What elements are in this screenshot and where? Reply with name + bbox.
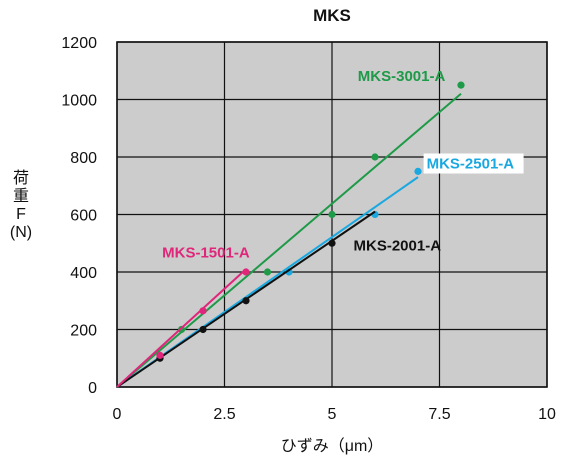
y-axis-label-char: (N) — [9, 224, 33, 241]
x-tick-label: 2.5 — [213, 406, 235, 423]
y-tick-label: 600 — [70, 208, 97, 225]
y-tick-label: 800 — [70, 150, 97, 167]
data-point — [457, 81, 465, 89]
data-point — [328, 210, 336, 219]
data-point — [242, 297, 250, 305]
y-tick-label: 200 — [70, 323, 97, 340]
data-point — [371, 153, 379, 161]
data-point — [328, 239, 336, 247]
y-axis-label-char: 荷 — [12, 170, 29, 187]
y-tick-label: 1000 — [61, 93, 97, 110]
series-label: MKS-3001-A — [358, 68, 446, 85]
series-mks-2501-a: MKS-2501-A — [116, 153, 524, 388]
data-point — [156, 351, 164, 359]
y-tick-label: 400 — [70, 265, 97, 282]
series-label-bg — [423, 153, 524, 174]
data-point — [263, 268, 272, 276]
y-axis-label: 荷 重 F (N) — [6, 170, 36, 242]
series-mks-1501-a: MKS-1501-A — [116, 245, 250, 388]
y-axis-label-char: 重 — [12, 188, 29, 205]
y-axis-label-char: F — [16, 206, 26, 223]
data-point — [199, 307, 207, 315]
x-tick-label: 0 — [113, 406, 122, 423]
x-tick-label: 5 — [328, 406, 337, 423]
data-point — [414, 167, 422, 175]
data-point — [199, 325, 207, 334]
x-axis-label: ひずみ（μm） — [280, 438, 384, 455]
series-line — [116, 92, 462, 388]
x-tick-label: 10 — [538, 406, 556, 423]
y-tick-label: 1200 — [61, 35, 97, 52]
x-tick-label: 7.5 — [428, 406, 450, 423]
series-label: MKS-2501-A — [427, 156, 515, 173]
data-point — [242, 268, 250, 276]
series-mks-3001-a: MKS-3001-A — [116, 68, 465, 388]
series-label: MKS-1501-A — [162, 245, 250, 262]
chart-title: MKS — [313, 6, 351, 25]
series-line — [116, 268, 247, 388]
y-tick-label: 0 — [88, 380, 97, 397]
plot-frame — [116, 41, 548, 388]
series-label: MKS-2001-A — [354, 237, 442, 254]
